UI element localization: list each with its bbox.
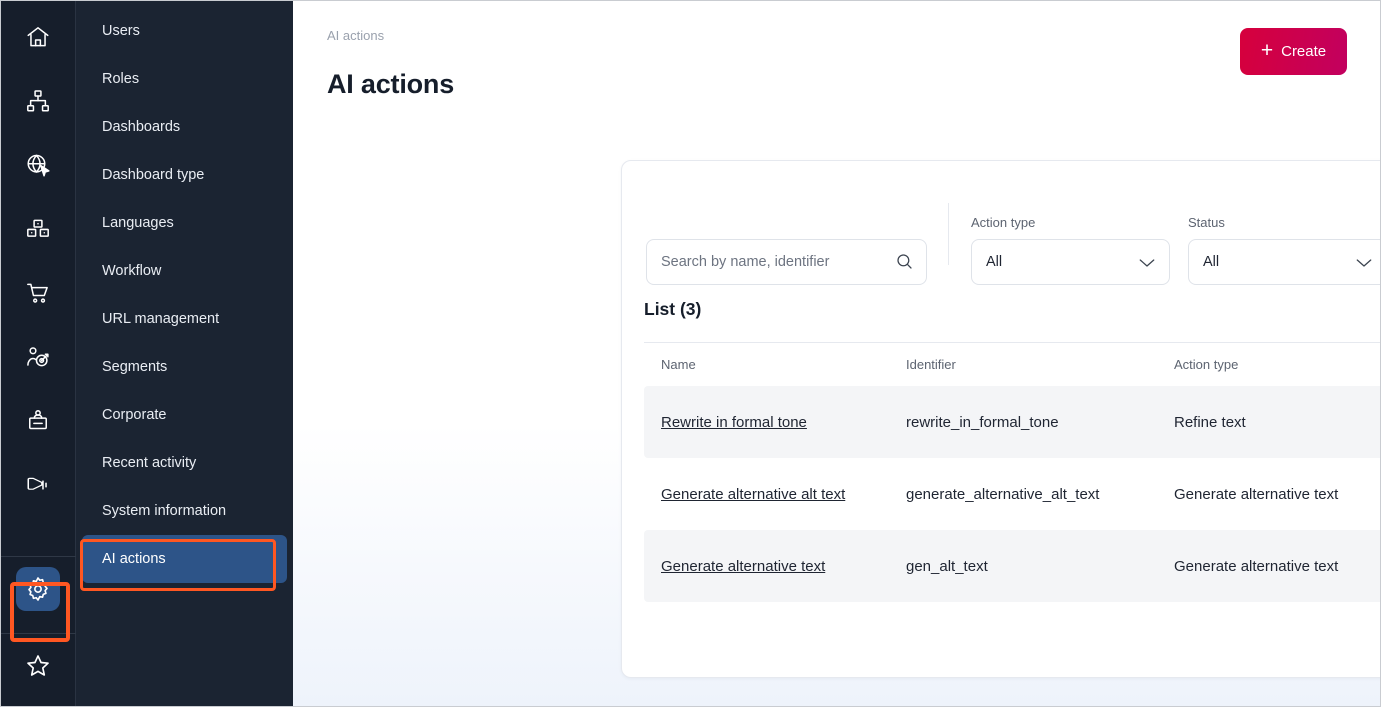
icon-rail — [0, 1, 76, 706]
sidebar-item-corporate[interactable]: Corporate — [82, 391, 287, 439]
megaphone-icon[interactable] — [16, 463, 60, 507]
sidebar-item-languages[interactable]: Languages — [82, 199, 287, 247]
sidebar-item-segments[interactable]: Segments — [82, 343, 287, 391]
row-identifier-cell: generate_alternative_alt_text — [906, 485, 1100, 503]
breadcrumb[interactable]: AI actions — [327, 28, 385, 43]
sidebar-item-label: AI actions — [102, 551, 166, 567]
sidebar-item-label: Users — [102, 23, 140, 39]
sidebar-item-system-information[interactable]: System information — [82, 487, 287, 535]
status-value: All — [1203, 254, 1220, 270]
page-title: AI actions — [327, 69, 455, 99]
filter-divider — [948, 203, 949, 265]
filter-bar: Action type All Status All — [622, 161, 1380, 285]
chevron-down-icon — [1355, 257, 1373, 273]
status-select[interactable]: All — [1188, 239, 1380, 285]
chevron-down-icon — [1138, 257, 1156, 273]
globe-cursor-icon[interactable] — [16, 143, 60, 187]
products-icon[interactable] — [16, 207, 60, 251]
sidebar-item-label: Dashboards — [102, 119, 181, 135]
row-identifier-cell: gen_alt_text — [906, 557, 988, 575]
status-label: Status — [1188, 215, 1225, 230]
home-icon[interactable] — [16, 15, 60, 59]
create-button[interactable]: + Create — [1240, 28, 1347, 75]
sidebar-item-label: Corporate — [102, 407, 167, 423]
sidebar-item-label: Dashboard type — [102, 167, 205, 183]
badge-icon[interactable] — [16, 399, 60, 443]
row-identifier-cell: rewrite_in_formal_tone — [906, 413, 1059, 431]
action-type-value: All — [986, 254, 1003, 270]
list-title: List (3) — [644, 299, 702, 319]
create-button-label: Create — [1281, 43, 1327, 60]
table-row[interactable]: Generate alternative text gen_alt_text G… — [644, 530, 1380, 602]
row-action-type-cell: Generate alternative text — [1174, 485, 1339, 503]
action-type-field: Action type All — [971, 215, 1170, 285]
sidebar-item-dashboards[interactable]: Dashboards — [82, 103, 287, 151]
sidebar-nav: Users Roles Dashboards Dashboard type La… — [76, 1, 293, 706]
row-name-link[interactable]: Generate alternative text — [661, 557, 826, 575]
rail-bottom-group — [0, 554, 76, 706]
row-name-link[interactable]: Rewrite in formal tone — [661, 413, 807, 431]
rail-divider-bottom — [0, 633, 76, 634]
sidebar-item-label: Recent activity — [102, 455, 197, 471]
plus-icon: + — [1260, 39, 1274, 62]
sidebar-item-label: Languages — [102, 215, 174, 231]
status-field: Status All — [1188, 215, 1380, 285]
cart-icon[interactable] — [16, 271, 60, 315]
sitemap-icon[interactable] — [16, 79, 60, 123]
rail-divider-top — [0, 556, 76, 557]
table-row[interactable]: Generate alternative alt text generate_a… — [644, 458, 1380, 530]
audience-target-icon[interactable] — [16, 335, 60, 379]
sidebar-item-label: URL management — [102, 311, 220, 327]
row-name-cell: Rewrite in formal tone — [644, 414, 906, 431]
gear-icon[interactable] — [16, 567, 60, 611]
action-type-select[interactable]: All — [971, 239, 1170, 285]
ai-actions-card: Action type All Status All — [621, 160, 1380, 678]
sidebar-item-workflow[interactable]: Workflow — [82, 247, 287, 295]
action-type-label: Action type — [971, 215, 1036, 230]
sidebar-item-roles[interactable]: Roles — [82, 55, 287, 103]
sidebar-item-recent-activity[interactable]: Recent activity — [82, 439, 287, 487]
sidebar-item-dashboard-type[interactable]: Dashboard type — [82, 151, 287, 199]
search-field — [646, 239, 927, 285]
column-header-action-type: Action type — [1174, 357, 1239, 372]
sidebar-item-url-management[interactable]: URL management — [82, 295, 287, 343]
table-row[interactable]: Rewrite in formal tone rewrite_in_formal… — [644, 386, 1380, 458]
row-name-link[interactable]: Generate alternative alt text — [661, 485, 846, 503]
sidebar-item-label: Workflow — [102, 263, 162, 279]
ai-actions-table: Name Identifier Action type Status Rewri… — [644, 342, 1380, 602]
sidebar-item-ai-actions[interactable]: AI actions — [82, 535, 287, 583]
sidebar-item-label: Segments — [102, 359, 168, 375]
star-icon[interactable] — [16, 644, 60, 688]
row-action-type-cell: Generate alternative text — [1174, 557, 1339, 575]
table-header-row: Name Identifier Action type Status — [644, 343, 1380, 386]
main-content: AI actions AI actions + Create Action ty… — [293, 1, 1380, 706]
column-header-name: Name — [661, 357, 696, 372]
search-input[interactable] — [646, 239, 927, 285]
row-name-cell: Generate alternative text — [644, 558, 906, 575]
sidebar-item-label: Roles — [102, 71, 140, 87]
sidebar-item-label: System information — [102, 503, 227, 519]
column-header-identifier: Identifier — [906, 357, 956, 372]
row-name-cell: Generate alternative alt text — [644, 486, 906, 503]
sidebar-item-users[interactable]: Users — [82, 7, 287, 55]
row-action-type-cell: Refine text — [1174, 413, 1246, 431]
